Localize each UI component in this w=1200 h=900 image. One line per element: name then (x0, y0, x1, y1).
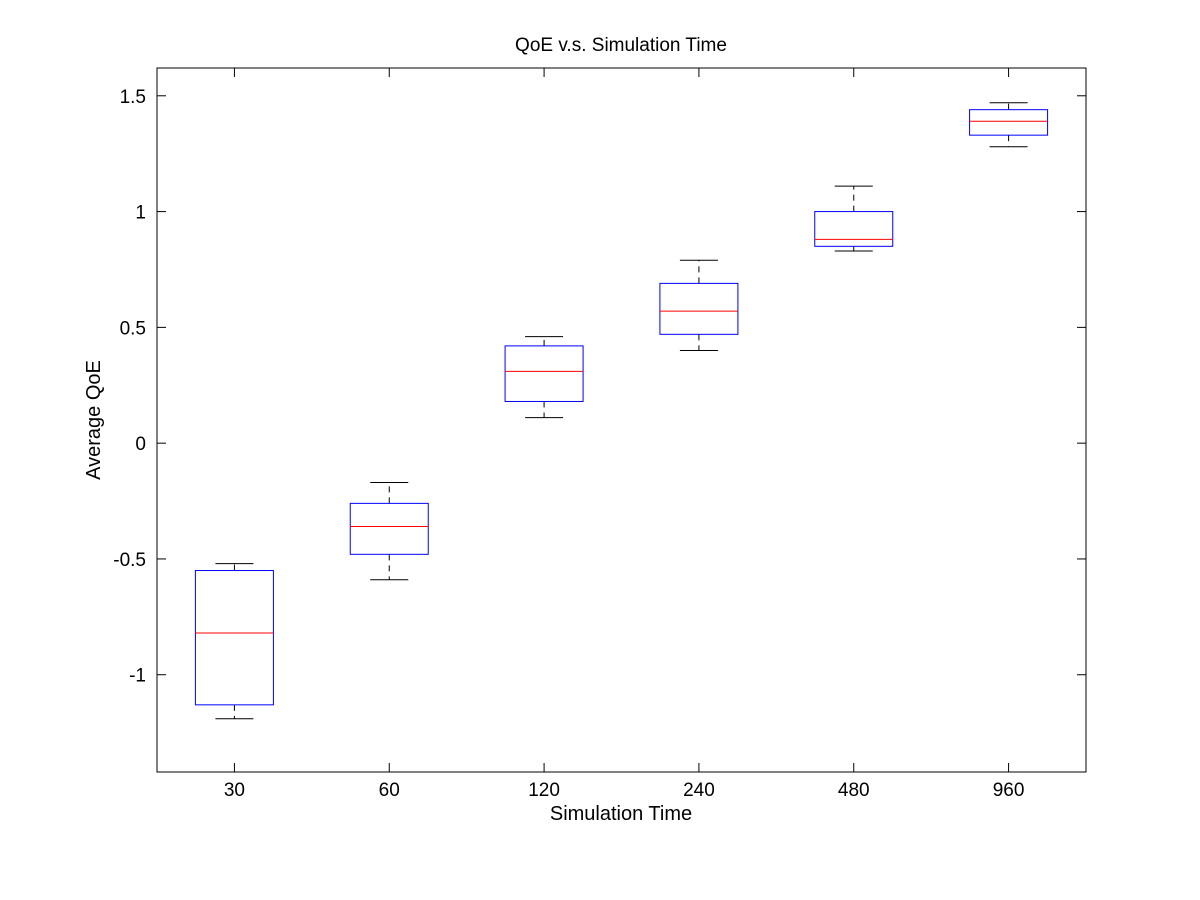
x-axis-title: Simulation Time (550, 803, 692, 825)
x-tick-label: 480 (838, 780, 870, 801)
plot-area: -1 -0.5 0 0.5 1 1.5 30 60 120 240 480 960 (113, 67, 1087, 801)
box-iqr (814, 211, 894, 247)
x-tick-label: 120 (528, 780, 560, 801)
y-tick-label: -1 (129, 666, 146, 687)
y-tick-label: -0.5 (113, 550, 146, 571)
box-iqr (969, 109, 1049, 136)
y-axis-title: Average QoE (83, 360, 105, 480)
chart-title: QoE v.s. Simulation Time (515, 35, 727, 56)
x-tick-label: 240 (683, 780, 715, 801)
y-tick-label: 0 (135, 434, 146, 455)
axes-frame (156, 67, 1087, 773)
y-tick-label: 1.5 (120, 87, 146, 108)
x-tick-label: 60 (379, 780, 400, 801)
x-tick-label: 960 (993, 780, 1025, 801)
y-tick-label: 0.5 (120, 318, 146, 339)
box-iqr (194, 570, 274, 706)
box-iqr (659, 282, 739, 335)
box-iqr (504, 345, 584, 402)
box-iqr (349, 502, 429, 555)
x-tick-label: 30 (224, 780, 245, 801)
y-tick-label: 1 (135, 203, 146, 224)
